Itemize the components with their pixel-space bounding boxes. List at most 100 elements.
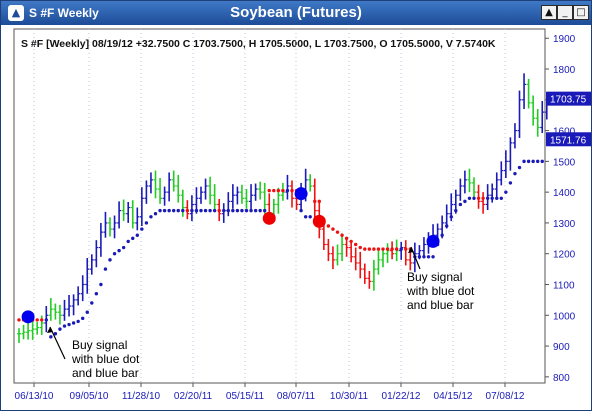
- x-tick-label: 05/15/11: [226, 391, 265, 402]
- stop-dot: [390, 247, 394, 251]
- annotation-text: and blue bar: [407, 298, 474, 312]
- stop-dot: [49, 335, 53, 339]
- stop-dot: [203, 208, 208, 213]
- app-triangle-icon[interactable]: ▲: [8, 5, 24, 21]
- stop-dot: [340, 233, 344, 237]
- stop-dot: [176, 208, 180, 213]
- stop-dot: [62, 324, 67, 328]
- y-tick-label: 1900: [553, 34, 576, 45]
- x-tick-label: 04/15/12: [434, 391, 473, 402]
- stop-dot: [485, 196, 490, 201]
- stop-dot: [440, 233, 444, 237]
- stop-dot: [499, 196, 503, 201]
- stop-dot: [149, 215, 153, 219]
- stop-dot: [299, 208, 303, 213]
- stop-dot: [112, 252, 117, 256]
- stop-dot: [99, 282, 103, 287]
- trailing-stop-dots: [17, 159, 544, 339]
- stop-dot: [240, 208, 244, 213]
- annotation-text: with blue dot: [406, 284, 475, 298]
- stop-dot: [426, 255, 431, 259]
- stop-dot: [308, 215, 312, 219]
- x-tick-label: 02/20/11: [174, 391, 213, 402]
- y-axis: 8009001000110012001300140015001600170018…: [545, 34, 576, 384]
- stop-dot: [481, 196, 485, 201]
- stop-dot: [103, 267, 108, 271]
- stop-dot: [76, 319, 80, 324]
- x-tick-label: 09/05/10: [70, 391, 109, 402]
- x-tick-label: 06/13/10: [15, 391, 54, 402]
- y-tick-label: 1500: [553, 157, 576, 168]
- title-bar[interactable]: ▲ S #F Weekly Soybean (Futures) ▲ _ □ X: [1, 1, 591, 25]
- stop-dot: [126, 239, 130, 244]
- stop-dot: [399, 247, 403, 251]
- stop-dot: [354, 242, 358, 247]
- stop-dot: [331, 227, 335, 231]
- stop-dot: [172, 208, 176, 213]
- plot-area: [13, 28, 546, 384]
- stop-dot: [490, 196, 494, 201]
- stop-dot: [267, 188, 271, 193]
- x-tick-label: 11/28/10: [122, 391, 161, 402]
- stop-dot: [290, 188, 294, 193]
- stop-dot: [540, 159, 544, 164]
- stop-dot: [458, 202, 463, 207]
- stop-dot: [40, 318, 44, 322]
- y-tick-label: 1600: [553, 127, 576, 138]
- stop-dot: [144, 221, 149, 225]
- stop-dot: [258, 208, 262, 213]
- price-tag-label: 1703.75: [550, 95, 587, 106]
- stop-dot: [272, 188, 276, 193]
- stop-dot: [199, 208, 203, 213]
- stop-dot: [463, 199, 467, 204]
- signal-markers: [21, 187, 440, 324]
- stop-dot: [212, 208, 217, 213]
- annotation-arrow: [49, 326, 66, 360]
- stop-dot: [153, 211, 158, 216]
- stop-dot: [117, 248, 121, 253]
- stop-dot: [94, 292, 99, 296]
- annotation-text: and blue bar: [72, 366, 139, 380]
- stop-dot: [404, 247, 408, 251]
- stop-dot: [235, 208, 240, 213]
- stop-dot: [526, 159, 531, 164]
- stop-dot: [71, 321, 76, 325]
- stop-dot: [504, 190, 508, 194]
- y-tick-label: 1300: [553, 219, 576, 230]
- annotation-arrowhead: [47, 327, 53, 333]
- stop-dot: [263, 208, 267, 213]
- annotation-text: with blue dot: [71, 352, 140, 366]
- stop-dot: [445, 224, 449, 228]
- x-tick-label: 01/22/12: [382, 391, 421, 402]
- buy-signal-dot: [21, 310, 35, 324]
- price-tag-box: [546, 91, 591, 106]
- x-tick-label: 08/07/11: [277, 391, 316, 402]
- stop-dot: [231, 208, 235, 213]
- y-tick-label: 1800: [553, 65, 576, 76]
- stop-dot: [44, 318, 48, 322]
- stop-dot: [181, 208, 185, 213]
- stop-dot: [167, 208, 171, 213]
- minimize-button[interactable]: _: [557, 5, 573, 20]
- stop-dot: [335, 230, 340, 234]
- stop-dot: [253, 208, 258, 213]
- scroll-up-button[interactable]: ▲: [541, 5, 557, 20]
- stop-dot: [226, 208, 230, 213]
- x-tick-label: 07/08/12: [486, 391, 525, 402]
- stop-dot: [449, 215, 453, 219]
- stop-dot: [317, 199, 321, 204]
- stop-dot: [517, 165, 522, 170]
- stop-dot: [108, 258, 112, 262]
- stop-dot: [208, 208, 212, 213]
- stop-dot: [472, 196, 476, 201]
- stop-dot: [385, 247, 390, 251]
- stop-dot: [190, 208, 194, 213]
- stop-dot: [358, 245, 362, 250]
- stop-dot: [467, 196, 472, 201]
- maximize-button[interactable]: □: [573, 5, 589, 20]
- annotation-text: Buy signal: [407, 270, 462, 284]
- y-tick-label: 900: [553, 342, 570, 353]
